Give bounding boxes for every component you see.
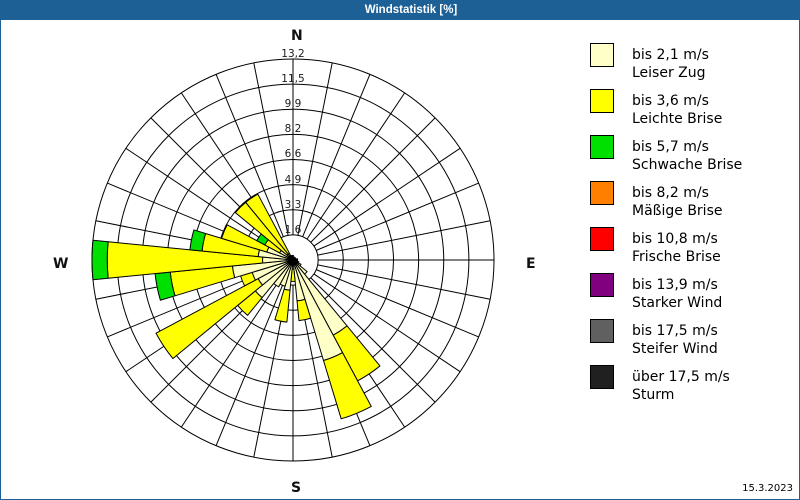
legend-speed-label: bis 5,7 m/s (632, 139, 709, 155)
grid-spoke (313, 273, 461, 373)
grid-spoke (215, 74, 284, 237)
legend-speed-label: bis 2,1 m/s (632, 47, 709, 63)
ring-label-4: 6,6 (284, 148, 302, 160)
grid-spoke (306, 92, 406, 240)
legend-class-label: Steifer Wind (632, 341, 718, 357)
legend-speed-label: über 17,5 m/s (632, 369, 730, 385)
legend-item-frische-brise: bis 10,8 m/s Frische Brise (590, 227, 780, 271)
grid-spoke (180, 280, 280, 428)
legend-swatch-icon (590, 89, 614, 113)
legend-speed-label: bis 3,6 m/s (632, 93, 709, 109)
legend-swatch-icon (590, 227, 614, 251)
legend-text: über 17,5 m/s Sturm (632, 368, 730, 404)
rose-bars (91, 193, 381, 420)
grid-spoke (313, 147, 461, 247)
legend-class-label: Leiser Zug (632, 65, 706, 81)
legend-speed-label: bis 17,5 m/s (632, 323, 718, 339)
legend-class-label: Frische Brise (632, 249, 721, 265)
ring-label-1: 1,6 (284, 224, 302, 236)
legend-item-sturm: über 17,5 m/s Sturm (590, 365, 780, 409)
legend-text: bis 17,5 m/s Steifer Wind (632, 322, 718, 358)
grid-spoke (302, 74, 371, 237)
ring-label-8: 13,2 (281, 48, 305, 60)
legend-speed-label: bis 10,8 m/s (632, 231, 718, 247)
compass-north-label: N (291, 28, 303, 44)
ring-label-3: 4,9 (284, 174, 302, 186)
rose-bar-segment (189, 229, 207, 252)
rose-bar-segment (91, 239, 109, 281)
legend-text: bis 3,6 m/s Leichte Brise (632, 92, 722, 128)
legend-swatch-icon (590, 273, 614, 297)
grid-spoke (125, 147, 273, 247)
legend-class-label: Leichte Brise (632, 111, 723, 127)
legend-speed-label: bis 13,9 m/s (632, 277, 718, 293)
legend-swatch-icon (590, 181, 614, 205)
compass-east-label: E (526, 256, 536, 272)
legend-text: bis 5,7 m/s Schwache Brise (632, 138, 742, 174)
legend-text: bis 2,1 m/s Leiser Zug (632, 46, 709, 82)
rose-bar-segment (274, 288, 291, 323)
rose-bar-segment (245, 193, 290, 255)
ring-label-2: 3,3 (284, 199, 302, 211)
rose-bar-segment (296, 298, 312, 322)
legend-text: bis 13,9 m/s Starker Wind (632, 276, 722, 312)
grid-spoke (317, 264, 491, 300)
ring-label-7: 11,5 (281, 73, 305, 85)
legend-text: bis 10,8 m/s Frische Brise (632, 230, 721, 266)
legend-item-leichte-brise: bis 3,6 m/s Leichte Brise (590, 89, 780, 133)
legend-item-schwache-brise: bis 5,7 m/s Schwache Brise (590, 135, 780, 179)
legend-swatch-icon (590, 365, 614, 389)
legend-item-starker-wind: bis 13,9 m/s Starker Wind (590, 273, 780, 317)
compass-south-label: S (291, 480, 302, 496)
date-label: 15.3.2023 (742, 483, 793, 494)
window-title: Windstatistik [%] (0, 0, 800, 20)
grid-spoke (316, 269, 479, 338)
compass-west-label: W (53, 256, 69, 272)
rose-bar-segment (323, 352, 372, 420)
legend-class-label: Starker Wind (632, 295, 723, 311)
legend-item-leiser-zug: bis 2,1 m/s Leiser Zug (590, 43, 780, 87)
legend-speed-label: bis 8,2 m/s (632, 185, 709, 201)
legend-item-steifer-wind: bis 17,5 m/s Steifer Wind (590, 319, 780, 363)
legend-text: bis 8,2 m/s Mäßige Brise (632, 184, 722, 220)
legend-item-maessige-brise: bis 8,2 m/s Mäßige Brise (590, 181, 780, 225)
rose-bar-segment (155, 278, 263, 360)
grid-spoke (297, 62, 333, 236)
ring-label-6: 9,9 (284, 98, 302, 110)
legend-class-label: Sturm (632, 387, 675, 403)
rose-bar-segment (221, 224, 270, 253)
grid-spoke (317, 220, 491, 256)
ring-label-5: 8,2 (284, 123, 302, 135)
grid-spoke (215, 283, 284, 446)
grid-spoke (316, 182, 479, 251)
legend-swatch-icon (590, 135, 614, 159)
legend-swatch-icon (590, 319, 614, 343)
legend-class-label: Schwache Brise (632, 157, 743, 173)
rose-center-dot (289, 256, 297, 264)
legend-class-label: Mäßige Brise (632, 203, 723, 219)
legend-swatch-icon (590, 43, 614, 67)
grid-spoke (310, 277, 436, 403)
grid-spoke (253, 62, 289, 236)
grid-spoke (310, 117, 436, 243)
